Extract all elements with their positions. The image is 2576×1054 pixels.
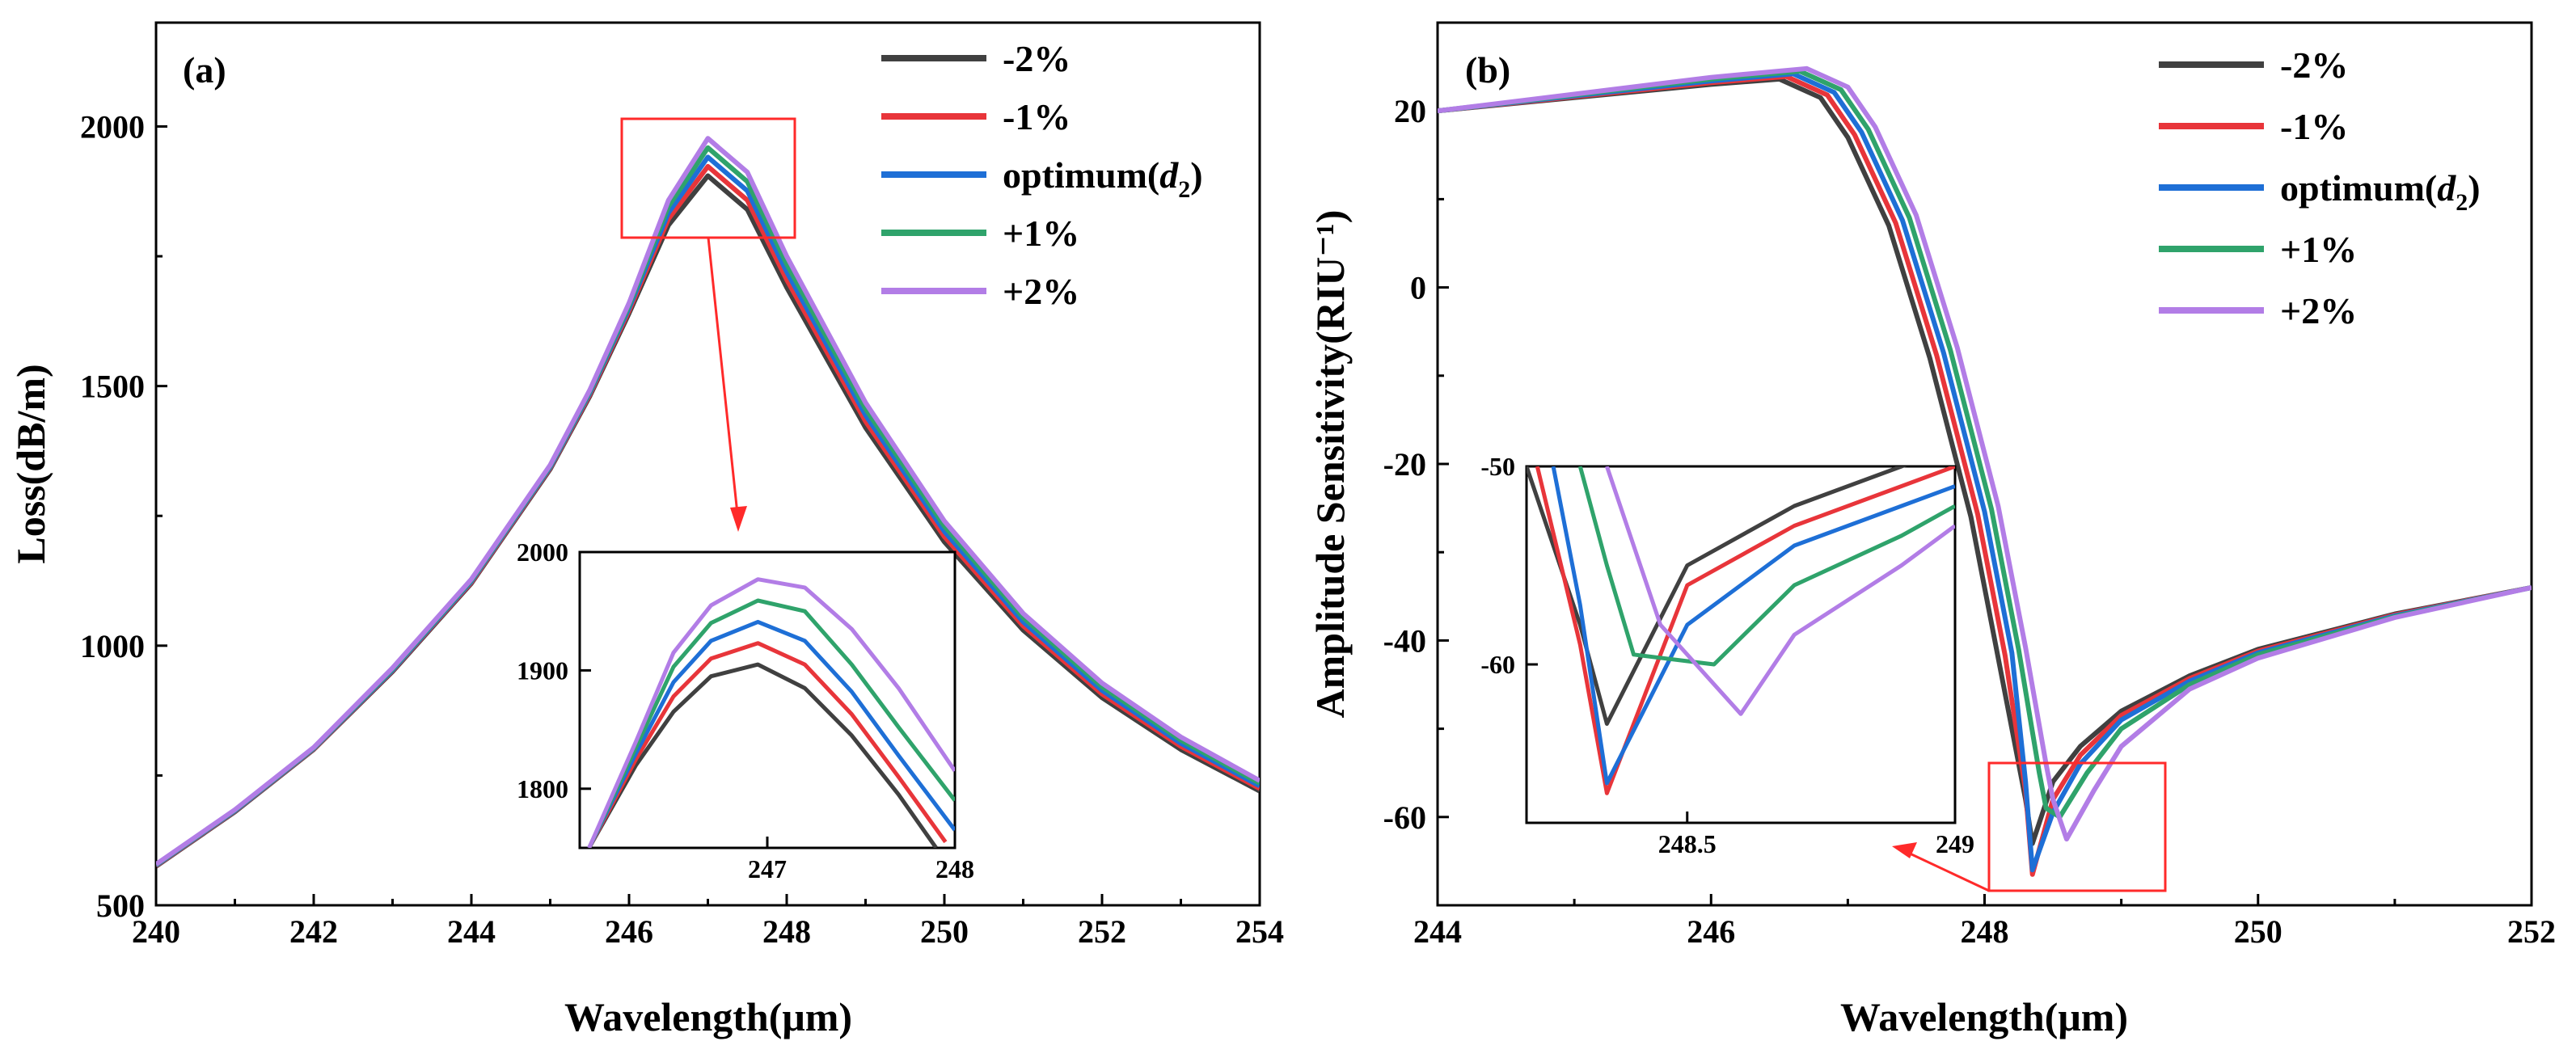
- panel-b-ylabel: Amplitude Sensitivity(RIU⁻¹): [1307, 210, 1353, 719]
- panel-a-line-2: [156, 136, 1260, 866]
- panel-a-xtick-label: 248: [762, 913, 811, 950]
- panel-a-series: [156, 136, 1260, 869]
- panel-b-xtick-label: 252: [2507, 913, 2556, 950]
- panel-b-inset-ytick-label: -60: [1480, 650, 1515, 679]
- panel-b-inset-line-1: [1535, 466, 1955, 795]
- panel-b-xtick-label: 248: [1961, 913, 2009, 950]
- panel-a-inset-xtick-label: 248: [935, 854, 974, 883]
- legend-label-optimum-d2: optimum(d2): [1003, 154, 1203, 203]
- legend-label-2: -2%: [2280, 44, 2348, 86]
- panel-a-legend: -2% -1% optimum(d2) +1% +2%: [881, 38, 1203, 312]
- panel-b-ytick-label: 20: [1394, 93, 1426, 129]
- legend-label-1: -1%: [1003, 96, 1071, 137]
- panel-b-legend: -2% -1% optimum(d2) +1% +2%: [2159, 44, 2481, 331]
- panel-b-axes: 244 246 248 250 252 -60 -40 -20 0 20: [1383, 93, 2556, 950]
- panel-b-inset-ytick-label: -50: [1480, 452, 1515, 481]
- panel-a-inset-line-1: [587, 598, 955, 848]
- panel-a-ytick-label: 1500: [80, 369, 145, 405]
- panel-b-inset-xtick-label: 249: [1936, 829, 1974, 858]
- panel-a-inset-series: [587, 577, 955, 848]
- panel-b-inset-frame: [1525, 465, 1957, 824]
- panel-b-xlabel: Wavelength(μm): [1840, 994, 2128, 1039]
- panel-a-xtick-label: 242: [289, 913, 338, 950]
- panel-b-inset-line-1: [1577, 466, 1955, 667]
- panel-b-inset-axes: 248.5 249 -60 -50: [1480, 452, 1974, 858]
- panel-b-ytick-label: -20: [1383, 446, 1426, 483]
- panel-b-ytick-label: 0: [1410, 270, 1426, 306]
- panel-a-inset-ytick-label: 1900: [517, 656, 568, 685]
- panel-a-inset-line-1: [587, 641, 948, 848]
- panel-b-xtick-label: 250: [2234, 913, 2283, 950]
- panel-a-xtick-label: 252: [1078, 913, 1126, 950]
- legend-label-1: -1%: [2280, 106, 2348, 147]
- legend-label-1: +1%: [2280, 229, 2357, 270]
- panel-a: 240 242 244 246 248 250 252 254500100015002000 …: [8, 21, 1284, 1039]
- panel-a-xtick-label: 250: [920, 913, 969, 950]
- panel-a-ytick-label: 1000: [80, 628, 145, 664]
- panel-a-inset-line-2: [587, 662, 938, 848]
- panel-a-xtick-label: 240: [132, 913, 180, 950]
- panel-b-inset-series: [1527, 466, 1955, 795]
- legend-label-1: +1%: [1003, 213, 1079, 254]
- panel-a-xlabel: Wavelength(μm): [564, 994, 852, 1039]
- panel-a-axes: 240 242 244 246 248 250 252 254 500 1000 1500 2000: [80, 108, 1284, 950]
- panel-a-inset-line-2: [587, 577, 955, 848]
- panel-b-ytick-label: -40: [1383, 622, 1426, 659]
- panel-b-inset-line-optimum-d2: [1551, 466, 1955, 786]
- panel-b-ytick-label: -60: [1383, 799, 1426, 836]
- panel-a-xtick-label: 244: [447, 913, 496, 950]
- panel-b-xtick-label: 246: [1687, 913, 1735, 950]
- panel-a-inset-ytick-label: 1800: [517, 774, 568, 803]
- panel-a-label: (a): [183, 49, 226, 91]
- panel-b-xtick-label: 244: [1413, 913, 1462, 950]
- panel-b-zoom-box: [1987, 761, 2167, 892]
- legend-label-2: +2%: [1003, 271, 1079, 312]
- panel-b-inset-line-2: [1527, 466, 1908, 726]
- panel-b-inset-xtick-label: 248.5: [1658, 829, 1717, 858]
- panel-b-inset: 248.5 249 -60 -50: [1480, 452, 1974, 858]
- panel-b-series: [1438, 65, 2532, 877]
- legend-label-optimum-d2: optimum(d2): [2280, 167, 2481, 216]
- panel-a-inset-frame: [578, 550, 956, 850]
- panel-b-zoom-arrow-line: [1907, 851, 1990, 892]
- legend-label-2: +2%: [2280, 290, 2357, 331]
- panel-a-ytick-label: 500: [96, 887, 145, 924]
- panel-a-xtick-label: 246: [605, 913, 653, 950]
- legend-label-2: -2%: [1003, 38, 1071, 79]
- panel-a-inset-line-optimum-d2: [587, 619, 955, 848]
- panel-a-ylabel: Loss(dB/m): [8, 364, 53, 563]
- panel-a-zoom-arrow-line: [707, 237, 740, 522]
- panel-b: 244 246 248 250 252 -60 -40 -20 0 20 (b) 248.5 249…: [1307, 21, 2556, 1039]
- panel-b-zoom-arrow-head: [1892, 842, 1917, 858]
- panel-b-label: (b): [1465, 49, 1510, 91]
- panel-a-inset-xtick-label: 247: [748, 854, 787, 883]
- panel-a-ytick-label: 2000: [80, 108, 145, 145]
- panel-a-inset-axes: 247 248 1800 1900 2000: [517, 538, 974, 883]
- panel-b-inset-line-2: [1605, 466, 1955, 716]
- panel-a-inset-ytick-label: 2000: [517, 538, 568, 567]
- panel-b-line-2: [1438, 65, 2532, 842]
- panel-a-inset: 247 248 1800 1900 2000: [517, 538, 974, 883]
- panel-a-zoom-arrow-head: [730, 506, 747, 532]
- panel-a-xtick-label: 254: [1235, 913, 1284, 950]
